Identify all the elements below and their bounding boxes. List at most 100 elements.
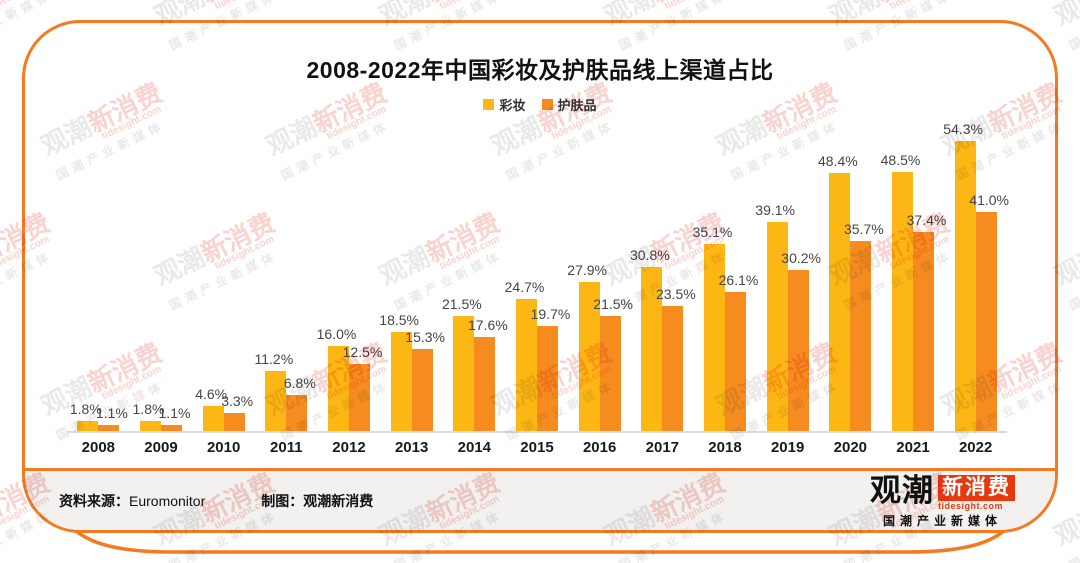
- bar-护肤品-2019: [787, 269, 809, 431]
- legend-label-skincare: 护肤品: [557, 98, 597, 113]
- bar-彩妆-2019: [766, 222, 788, 431]
- logo-tagline-text: 国潮产业新媒体: [882, 513, 1002, 528]
- bar-value-label-彩妆-2020: 48.4%: [817, 152, 858, 169]
- bar-value-label-彩妆-2016: 27.9%: [567, 262, 608, 279]
- bar-护肤品-2012: [348, 364, 370, 431]
- legend-label-makeup: 彩妆: [499, 98, 526, 113]
- bar-value-label-护肤品-2022: 41.0%: [969, 192, 1010, 209]
- bar-group-2012: 16.0% 12.5% 2012: [316, 129, 383, 456]
- x-axis-label-2018: 2018: [708, 439, 742, 456]
- footer-band: 资料来源：Euromonitor 制图：观潮新消费 观潮 新消费 tidesigh…: [25, 468, 1055, 530]
- bar-group-2017: 30.8% 23.5% 2017: [629, 129, 696, 456]
- bar-value-label-彩妆-2008: 1.8%: [69, 401, 102, 418]
- bar-护肤品-2016: [599, 316, 621, 431]
- legend-swatch-skincare: [541, 99, 553, 110]
- bar-彩妆-2008: [77, 421, 99, 431]
- bar-group-2008: 1.8% 1.1% 2008: [67, 129, 130, 456]
- bar-value-label-彩妆-2017: 30.8%: [629, 246, 670, 263]
- legend-item-makeup: 彩妆: [483, 95, 526, 114]
- bar-护肤品-2020: [850, 240, 872, 431]
- credit-label: 制图：: [261, 492, 304, 509]
- bar-彩妆-2009: [139, 421, 161, 431]
- bar-group-2009: 1.8% 1.1% 2009: [130, 129, 193, 456]
- bar-彩妆-2015: [515, 299, 537, 431]
- bar-value-label-彩妆-2021: 48.5%: [880, 152, 921, 169]
- bar-护肤品-2018: [724, 291, 746, 431]
- bar-value-label-护肤品-2011: 6.8%: [283, 374, 316, 391]
- footer-source-credit: 资料来源：Euromonitor 制图：观潮新消费: [59, 491, 373, 511]
- bar-彩妆-2010: [202, 406, 224, 431]
- bar-group-2015: 24.7% 19.7% 2015: [504, 129, 571, 456]
- bar-value-label-彩妆-2018: 35.1%: [692, 223, 733, 240]
- bar-group-2014: 21.5% 17.6% 2014: [441, 129, 508, 456]
- bar-group-2020: 48.4% 35.7% 2020: [817, 129, 884, 456]
- x-axis-label-2022: 2022: [958, 439, 993, 456]
- bar-value-label-护肤品-2009: 1.1%: [158, 405, 191, 422]
- bar-彩妆-2012: [327, 345, 349, 431]
- x-axis-label-2008: 2008: [81, 439, 116, 456]
- bar-value-label-彩妆-2015: 24.7%: [504, 279, 545, 296]
- logo-brand-black-text: 观潮: [870, 472, 934, 508]
- bar-group-2018: 35.1% 26.1% 2018: [692, 129, 759, 456]
- bar-value-label-护肤品-2010: 3.3%: [221, 393, 254, 410]
- brand-logo: 观潮 新消费 tidesight.com 国潮产业新媒体: [870, 472, 1015, 528]
- legend-item-skincare: 护肤品: [541, 95, 597, 114]
- x-axis-label-2011: 2011: [270, 439, 303, 456]
- bar-彩妆-2013: [390, 332, 412, 431]
- chart-card: 2008-2022年中国彩妆及护肤品线上渠道占比 彩妆 护肤品 1.8% 1.1%…: [22, 20, 1058, 533]
- bar-彩妆-2018: [703, 243, 725, 431]
- bar-group-2022: 54.3% 41.0% 2022: [943, 121, 1010, 456]
- bar-彩妆-2022: [954, 141, 976, 431]
- bar-护肤品-2015: [536, 325, 558, 431]
- bar-value-label-护肤品-2020: 35.7%: [843, 220, 884, 237]
- bar-彩妆-2011: [265, 371, 287, 431]
- x-axis-label-2012: 2012: [332, 439, 366, 456]
- bar-value-label-护肤品-2019: 30.2%: [781, 249, 822, 266]
- x-axis-label-2016: 2016: [582, 439, 617, 456]
- bar-value-label-护肤品-2017: 23.5%: [655, 285, 696, 302]
- credit-value: 观潮新消费: [303, 492, 374, 509]
- bar-group-2016: 27.9% 21.5% 2016: [567, 129, 634, 456]
- legend: 彩妆 护肤品: [25, 95, 1055, 114]
- bar-value-label-护肤品-2012: 12.5%: [342, 344, 383, 361]
- bar-group-2021: 48.5% 37.4% 2021: [880, 129, 947, 456]
- x-axis-label-2009: 2009: [144, 439, 178, 456]
- bar-group-2013: 18.5% 15.3% 2013: [379, 129, 446, 456]
- x-axis-label-2021: 2021: [896, 439, 930, 456]
- logo-domain-text: tidesight.com: [938, 500, 1004, 511]
- bar-value-label-彩妆-2010: 4.6%: [195, 386, 228, 403]
- bar-护肤品-2009: [160, 425, 182, 431]
- bar-护肤品-2021: [912, 231, 934, 431]
- chart-title: 2008-2022年中国彩妆及护肤品线上渠道占比: [306, 57, 774, 83]
- bar-护肤品-2008: [98, 425, 120, 431]
- bar-彩妆-2014: [453, 316, 475, 431]
- x-axis-label-2017: 2017: [645, 439, 680, 456]
- bar-value-label-彩妆-2012: 16.0%: [316, 325, 357, 342]
- bar-value-label-彩妆-2014: 21.5%: [441, 296, 482, 313]
- x-axis-label-2020: 2020: [833, 439, 868, 456]
- bar-value-label-护肤品-2015: 19.7%: [530, 305, 571, 322]
- bar-护肤品-2022: [975, 212, 997, 431]
- x-axis-label-2015: 2015: [520, 439, 554, 456]
- bar-value-label-护肤品-2013: 15.3%: [405, 329, 446, 346]
- source-value: Euromonitor: [129, 492, 206, 509]
- bar-value-label-彩妆-2011: 11.2%: [254, 351, 294, 368]
- bar-护肤品-2017: [662, 305, 684, 431]
- bar-value-label-护肤品-2016: 21.5%: [593, 296, 634, 313]
- bar-护肤品-2013: [411, 349, 433, 431]
- bar-彩妆-2016: [578, 282, 600, 431]
- x-axis-label-2013: 2013: [394, 439, 429, 456]
- bar-value-label-彩妆-2009: 1.8%: [132, 401, 165, 418]
- x-axis-label-2014: 2014: [457, 439, 492, 456]
- bar-护肤品-2014: [474, 337, 496, 431]
- bar-value-label-彩妆-2022: 54.3%: [943, 121, 984, 138]
- x-axis-label-2019: 2019: [770, 439, 805, 456]
- bar-value-label-护肤品-2014: 17.6%: [467, 317, 508, 334]
- bar-group-2019: 39.1% 30.2% 2019: [755, 129, 822, 456]
- legend-swatch-makeup: [483, 99, 495, 110]
- bar-chart-plot-area: 1.8% 1.1% 2008 1.8% 1.1% 2009 4.6% 3.3% 2010 11.2…: [67, 121, 1010, 456]
- x-axis-label-2010: 2010: [206, 439, 241, 456]
- bar-group-2010: 4.6% 3.3% 2010: [192, 129, 255, 456]
- bar-彩妆-2017: [641, 266, 663, 431]
